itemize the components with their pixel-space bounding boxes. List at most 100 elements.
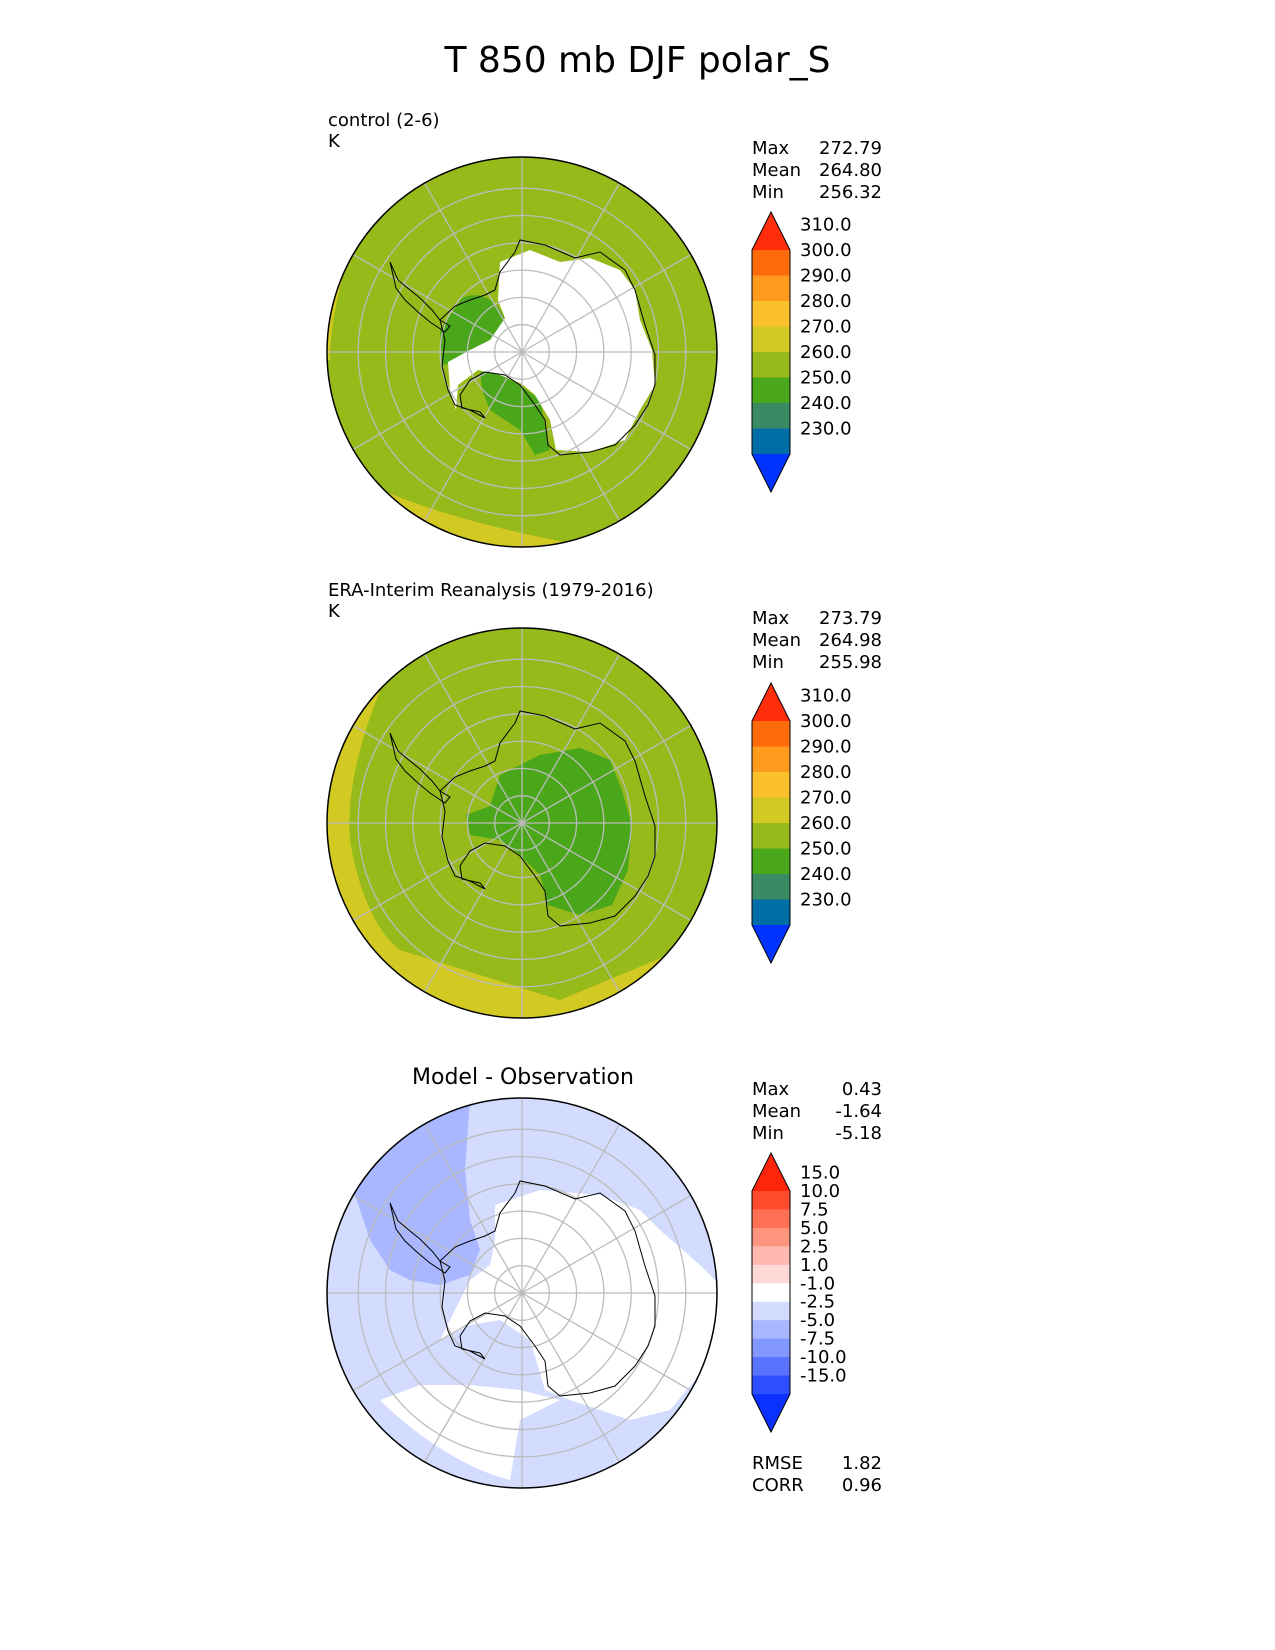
colorbar-tick-label: 260.0 [800, 813, 852, 834]
colorbar-segment [752, 1264, 790, 1284]
colorbar-tick-label: 1.0 [800, 1255, 829, 1276]
colorbar-segment [752, 1320, 790, 1340]
stat-row-min: Min 255.98 [752, 652, 882, 673]
colorbar-extend-max [752, 683, 790, 721]
colorbar-extend-min [752, 454, 790, 492]
colorbar-tick-label: -2.5 [800, 1292, 835, 1313]
colorbar-tick-label: 280.0 [800, 291, 852, 312]
antarctica-coastline [439, 710, 656, 927]
colorbar-segment [752, 772, 790, 798]
colorbar-segment [752, 1338, 790, 1358]
colorbar-segment [752, 301, 790, 327]
colorbar-tick-label: 300.0 [800, 711, 852, 732]
colorbar-tick-label: 310.0 [800, 215, 852, 236]
colorbars: 230.0 240.0 250.0 260.0 270.0 280.0 290.0 300.0… [751, 210, 852, 1434]
colorbar-segment [752, 823, 790, 849]
peninsula-coastline [389, 1202, 451, 1274]
colorbar-tick-label: -5.0 [800, 1310, 835, 1331]
colorbar-segment [752, 1357, 790, 1377]
colorbar-outline [751, 681, 791, 965]
colorbar-tick-label: 310.0 [800, 686, 852, 707]
colorbar-tick-label: -10.0 [800, 1347, 847, 1368]
panel2-units: K [328, 601, 340, 622]
colorbar-segment [752, 848, 790, 875]
colorbar-extend-max [752, 1153, 790, 1191]
panel3-title: Model - Observation [412, 1065, 634, 1090]
panel3-near-zero-interior [440, 1190, 717, 1420]
colorbar-tick-label: 240.0 [800, 393, 852, 414]
colorbar-segment [752, 1209, 790, 1229]
colorbar-outline [751, 1151, 791, 1434]
colorbar-segment [752, 403, 790, 429]
colorbar-tick-label: 290.0 [800, 266, 852, 287]
colorbar-tick-label: 270.0 [800, 788, 852, 809]
colorbar-tick-label: 2.5 [800, 1236, 829, 1257]
figure-title: T 850 mb DJF polar_S [444, 40, 831, 81]
panel3-overlay [326, 1097, 718, 1489]
colorbar-tick-label: 270.0 [800, 317, 852, 338]
panel1-coastal-cool-south [480, 371, 550, 455]
panel1-stats: Max 272.79 Mean 264.80 Min 256.32 [752, 138, 882, 204]
colorbar-tick-label: 230.0 [800, 890, 852, 911]
colorbar-segment [752, 1301, 790, 1321]
colorbar-extend-min [752, 1394, 790, 1432]
panel1-units: K [328, 131, 340, 152]
colorbar-extend-max [752, 212, 790, 250]
colorbar-segment [752, 250, 790, 276]
panel1-masked-interior [448, 250, 655, 452]
panel1-title: control (2-6) K [328, 110, 440, 152]
metric-row-rmse: RMSE 1.82 [752, 1453, 882, 1474]
stat-row-mean: Mean 264.98 [752, 630, 882, 651]
colorbar-tick-label: 280.0 [800, 762, 852, 783]
panel2-overlay [326, 627, 718, 1019]
colorbar-segment [752, 1191, 790, 1210]
panel3-stats: Max 0.43 Mean -1.64 Min -5.18 [752, 1079, 882, 1145]
panel3-near-zero-south [380, 1385, 560, 1480]
map-boundary [326, 1097, 718, 1489]
panel2-case-name: ERA-Interim Reanalysis (1979-2016) [328, 580, 654, 601]
colorbar-segment [752, 899, 790, 926]
colorbar-outline [751, 210, 791, 494]
panel2-title: ERA-Interim Reanalysis (1979-2016) K [328, 580, 654, 622]
colorbar-segment [752, 746, 790, 773]
map-boundary [326, 627, 718, 1019]
map-overlays [326, 156, 718, 1489]
peninsula-coastline [389, 261, 451, 333]
colorbar-segment [752, 1246, 790, 1266]
peninsula-coastline [389, 732, 451, 804]
antarctica-coastline [439, 239, 656, 456]
colorbar-tick-label: 10.0 [800, 1181, 840, 1202]
colorbar-segment [752, 326, 790, 353]
panel2-cold-interior [466, 748, 632, 915]
colorbar-tick-label: 7.5 [800, 1199, 829, 1220]
colorbar-tick-label: 250.0 [800, 839, 852, 860]
colorbar-tick-label: 250.0 [800, 368, 852, 389]
stat-row-min: Min -5.18 [752, 1123, 882, 1144]
colorbar-tick-label: 15.0 [800, 1163, 840, 1184]
colorbar-segment [752, 428, 790, 455]
colorbar-segment [752, 874, 790, 900]
metric-row-corr: CORR 0.96 [752, 1475, 882, 1496]
colorbar-tick-label: -7.5 [800, 1329, 835, 1350]
colorbar-segment [752, 1283, 790, 1303]
colorbar-segment [752, 275, 790, 302]
colorbar-tick-label: 230.0 [800, 419, 852, 440]
panel3-metrics: RMSE 1.82 CORR 0.96 [752, 1453, 882, 1497]
panel1-overlay [326, 156, 718, 548]
colorbar-segment [752, 377, 790, 404]
panel1-colorbar: 230.0 240.0 250.0 260.0 270.0 280.0 290.0 300.0… [751, 210, 852, 494]
stat-row-min: Min 256.32 [752, 182, 882, 203]
colorbar-segment [752, 797, 790, 824]
colorbar-extend-min [752, 925, 790, 963]
stat-row-max: Max 272.79 [752, 138, 882, 159]
stat-row-max: Max 0.43 [752, 1079, 882, 1100]
panel2-colorbar: 230.0 240.0 250.0 260.0 270.0 280.0 290.0 300.0… [751, 681, 852, 965]
colorbar-tick-label: -1.0 [800, 1273, 835, 1294]
colorbar-segment [752, 352, 790, 378]
map-boundary [326, 156, 718, 548]
stat-row-max: Max 273.79 [752, 608, 882, 629]
colorbar-tick-label: 240.0 [800, 864, 852, 885]
stat-row-mean: Mean -1.64 [752, 1101, 882, 1122]
meridian-line [423, 182, 621, 522]
